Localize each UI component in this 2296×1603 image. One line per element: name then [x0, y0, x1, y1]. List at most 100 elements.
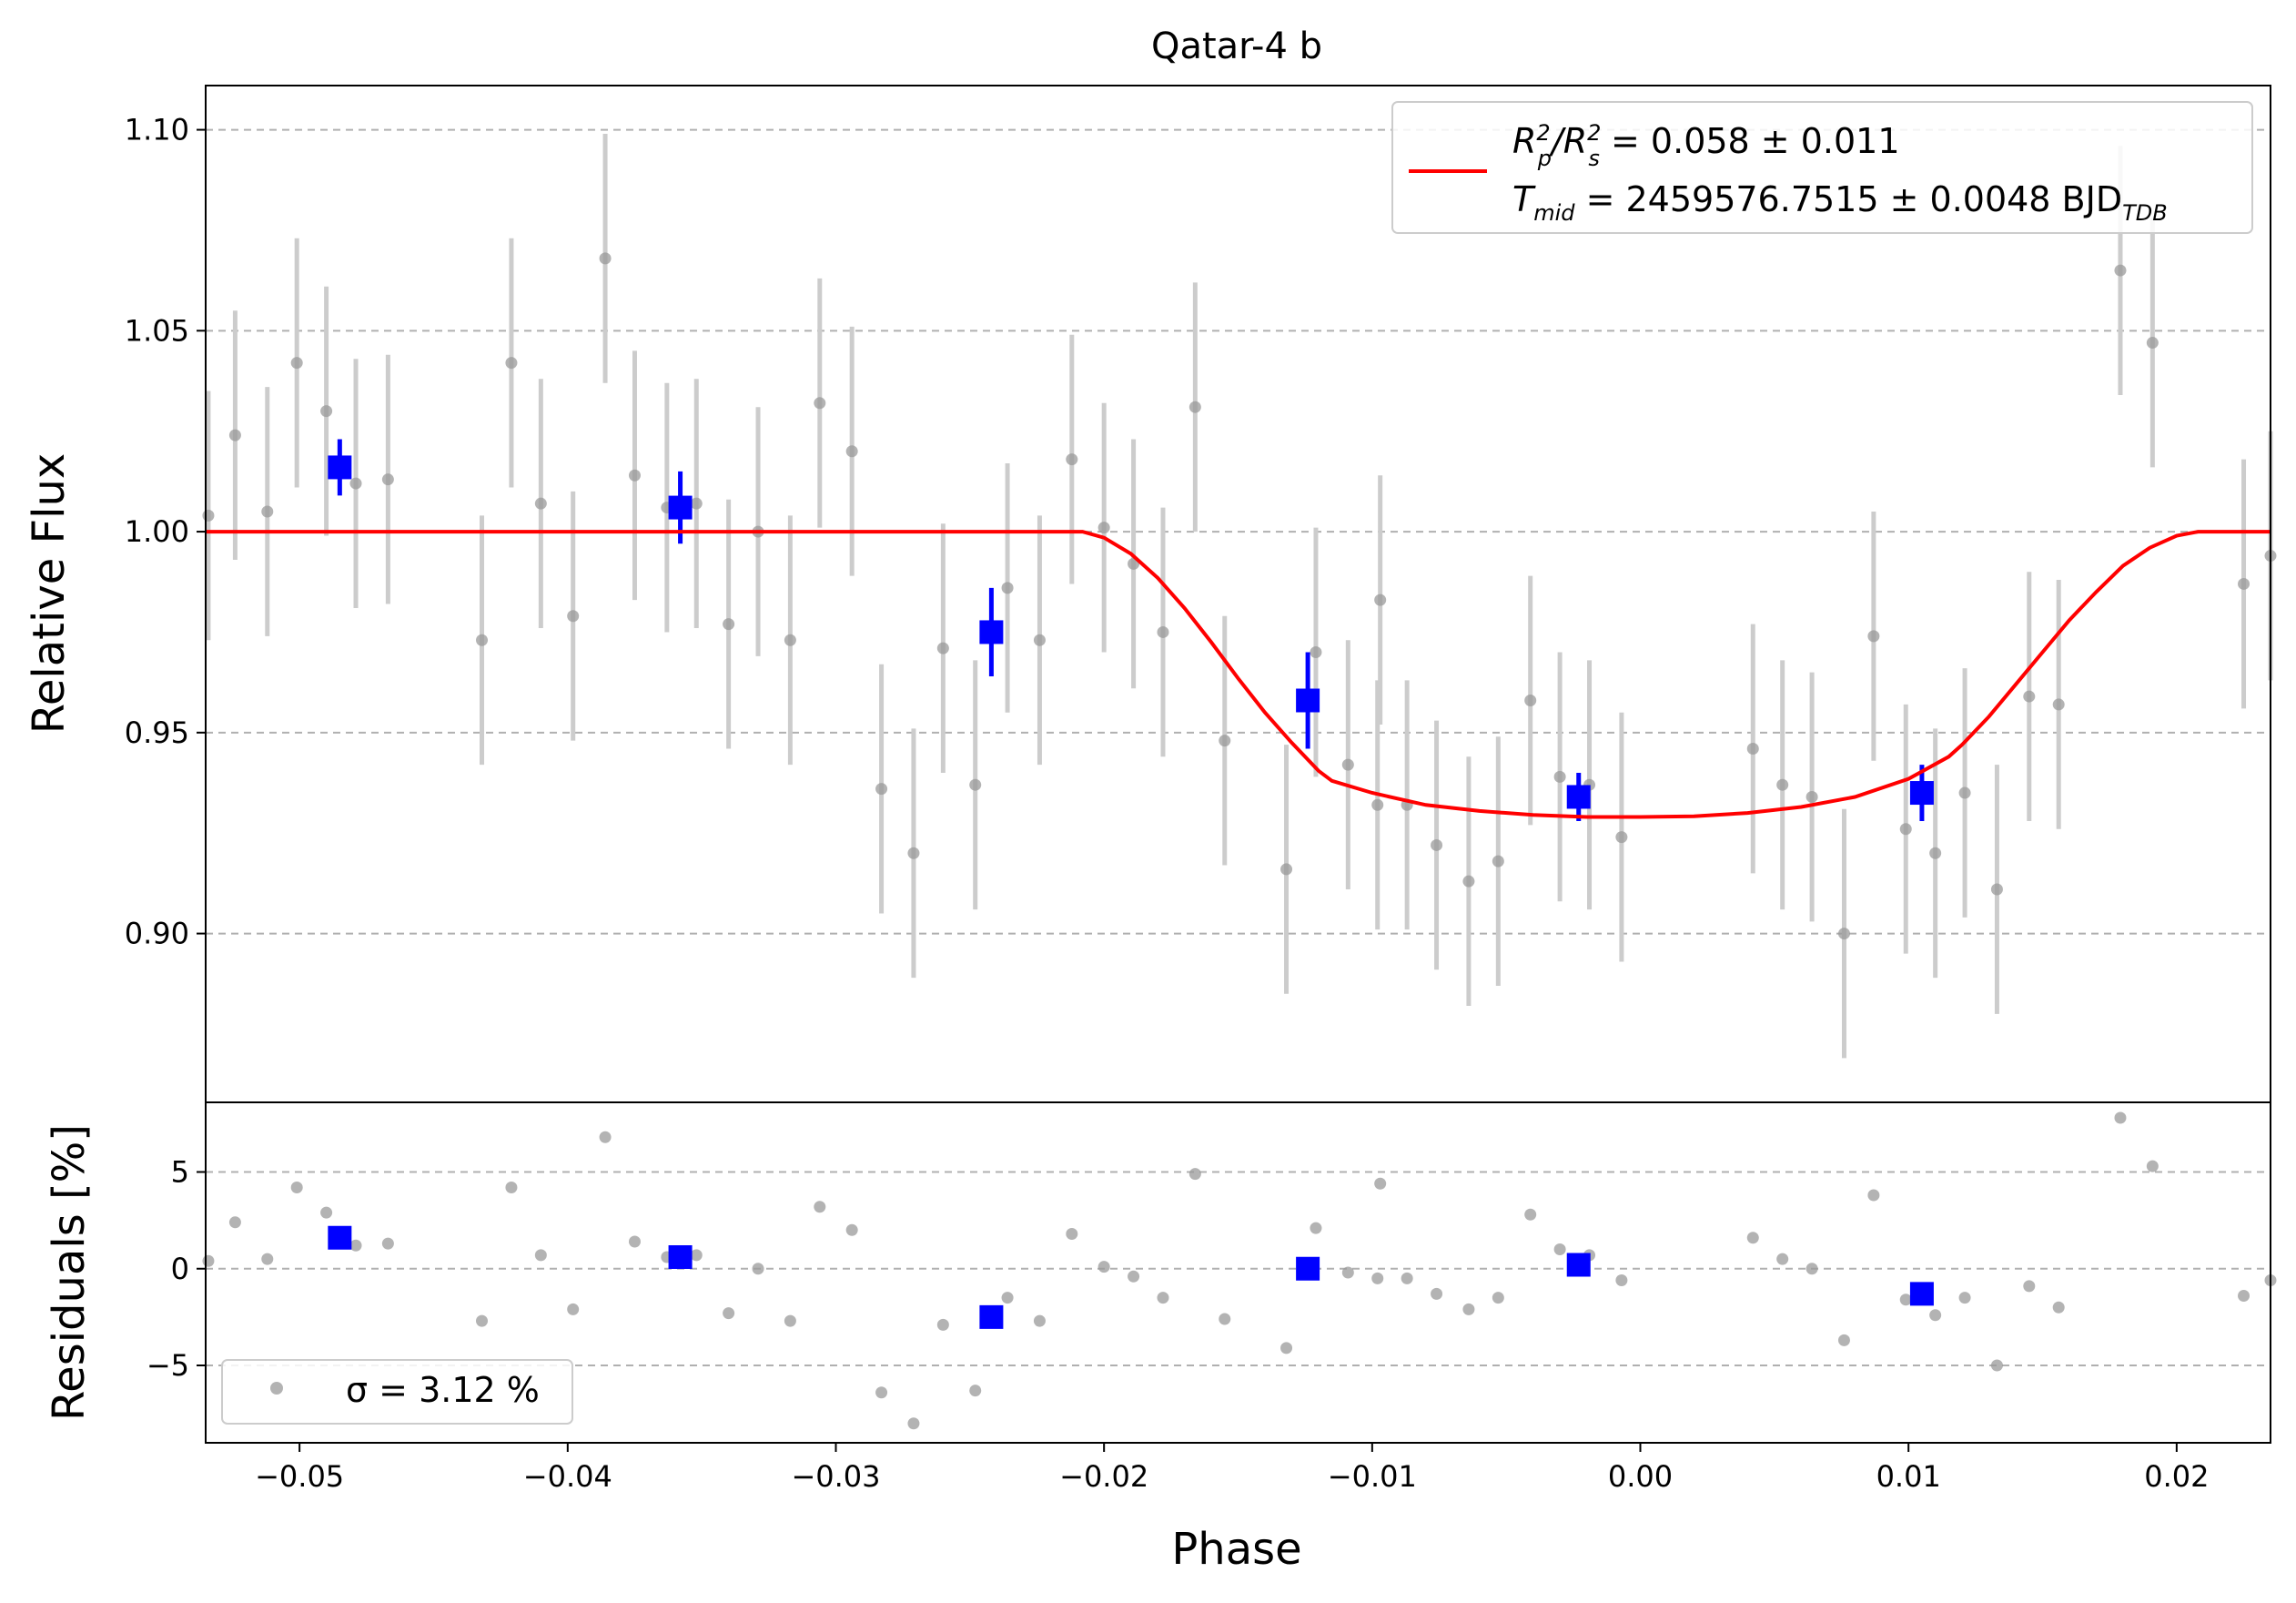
flux-data-point	[2023, 690, 2036, 703]
flux-data-point	[1958, 786, 1971, 799]
residual-data-point	[2023, 1280, 2036, 1293]
flux-data-point	[907, 847, 920, 859]
flux-data-point	[1341, 758, 1354, 771]
x-tick-label: 0.00	[1608, 1459, 1673, 1494]
legend-tmid-label: Tmid = 2459576.7515 ± 0.0048 BJDTDB	[1512, 179, 2168, 226]
flux-data-point	[599, 252, 612, 265]
flux-data-point	[2238, 577, 2250, 590]
flux-data-point	[723, 618, 735, 631]
flux-binned-point	[1909, 781, 1934, 806]
flux-y-tick-label: 0.90	[125, 917, 189, 951]
flux-data-point	[1867, 630, 1880, 643]
residuals-binned-points	[328, 1225, 1934, 1329]
residual-data-point	[907, 1417, 920, 1430]
flux-data-point	[1033, 634, 1046, 646]
flux-data-point	[349, 477, 362, 490]
flux-data-point	[875, 783, 888, 796]
residual-data-point	[1990, 1359, 2003, 1372]
residual-data-point	[1374, 1177, 1387, 1190]
residual-data-point	[1157, 1292, 1169, 1304]
residual-data-point	[814, 1201, 826, 1213]
residual-data-point	[1431, 1287, 1443, 1300]
residual-data-point	[1929, 1309, 1942, 1322]
legend-model-value: = 0.058 ± 0.011	[1600, 121, 1900, 161]
residual-data-point	[1899, 1294, 1912, 1306]
residual-data-point	[1188, 1168, 1201, 1181]
chart-title: Qatar-4 b	[1151, 25, 1322, 67]
residual-data-point	[723, 1307, 735, 1320]
legend-model-label-rp-rs: R2 p/R2 s = 0.058 ± 0.011	[1512, 120, 1900, 171]
flux-data-point	[1837, 928, 1850, 940]
residuals-legend-sigma: σ = 3.12 %	[346, 1370, 540, 1410]
residuals-legend-box	[221, 1359, 573, 1425]
residual-data-point	[1805, 1263, 1818, 1275]
flux-legend: R2 p/R2 s = 0.058 ± 0.011 Tmid = 2459576.7…	[1391, 101, 2253, 234]
flux-data-point	[1776, 778, 1789, 791]
residual-binned-point	[328, 1225, 352, 1250]
residuals-y-tick-label: −5	[147, 1348, 189, 1383]
residual-data-point	[261, 1253, 274, 1265]
x-tick-label: −0.04	[523, 1459, 612, 1494]
flux-data-point	[1615, 831, 1628, 844]
residual-data-point	[1837, 1334, 1850, 1346]
residual-binned-point	[979, 1304, 1004, 1329]
residual-data-point	[534, 1249, 547, 1262]
residual-data-point	[1746, 1232, 1759, 1244]
residuals-y-axis-label: Residuals [%]	[44, 1124, 95, 1421]
x-tick-label: −0.05	[255, 1459, 344, 1494]
residual-data-point	[2238, 1290, 2250, 1302]
residual-data-point	[1462, 1303, 1475, 1315]
flux-data-point	[534, 497, 547, 510]
x-axis-ticks: −0.05 −0.04 −0.03 −0.02 −0.01 0.00 0.01 0.02	[255, 1443, 2209, 1494]
flux-data-point	[476, 634, 489, 646]
residual-data-point	[505, 1182, 518, 1193]
flux-data-point	[1066, 453, 1078, 466]
flux-data-point	[936, 642, 949, 654]
flux-data-point	[1492, 855, 1504, 867]
flux-data-point	[1899, 823, 1912, 836]
flux-binned-point	[1566, 785, 1591, 809]
residual-data-point	[290, 1182, 303, 1193]
flux-data-point	[1929, 847, 1942, 859]
flux-data-point	[228, 429, 241, 441]
residual-data-point	[1219, 1313, 1231, 1325]
residual-data-point	[1066, 1228, 1078, 1240]
flux-data-point	[1188, 401, 1201, 413]
residuals-legend: σ = 3.12 %	[221, 1359, 573, 1425]
residual-data-point	[599, 1131, 612, 1143]
flux-data-point	[628, 469, 641, 482]
flux-data-point	[1553, 770, 1566, 783]
flux-legend-box	[1391, 101, 2253, 234]
flux-data-point	[2114, 264, 2127, 277]
residual-data-point	[752, 1263, 764, 1275]
flux-data-point	[1374, 594, 1387, 606]
flux-data-point	[1001, 582, 1014, 594]
residual-data-point	[1776, 1253, 1789, 1265]
residual-data-point	[476, 1314, 489, 1327]
residual-data-point	[936, 1318, 949, 1331]
model-curve	[206, 530, 2271, 819]
flux-data-point	[1431, 838, 1443, 851]
residual-binned-point	[1296, 1256, 1320, 1281]
residuals-axes-frame	[205, 1101, 2271, 1444]
flux-y-ticks: 0.90 0.95 1.00 1.05 1.10	[125, 113, 206, 951]
flux-binned-point	[668, 495, 693, 520]
flux-data-point	[202, 509, 215, 522]
residual-data-point	[2052, 1301, 2065, 1314]
flux-data-point	[969, 778, 982, 791]
flux-data-point	[784, 634, 796, 646]
residual-data-point	[969, 1385, 982, 1397]
flux-data-point	[1371, 798, 1384, 811]
x-tick-label: −0.02	[1059, 1459, 1148, 1494]
flux-binned-points	[328, 439, 1934, 821]
flux-data-point	[2146, 337, 2159, 350]
residual-data-point	[320, 1206, 333, 1219]
residual-data-point	[1958, 1292, 1971, 1304]
flux-data-point	[1310, 646, 1322, 659]
flux-panel: 0.90 0.95 1.00 1.05 1.10 R2 p/R2 s = 0.058 ± 0…	[24, 85, 2277, 1103]
flux-data-point	[1280, 863, 1293, 876]
residual-data-point	[381, 1237, 394, 1250]
residual-data-point	[1524, 1208, 1537, 1221]
flux-data-points	[202, 252, 2277, 940]
